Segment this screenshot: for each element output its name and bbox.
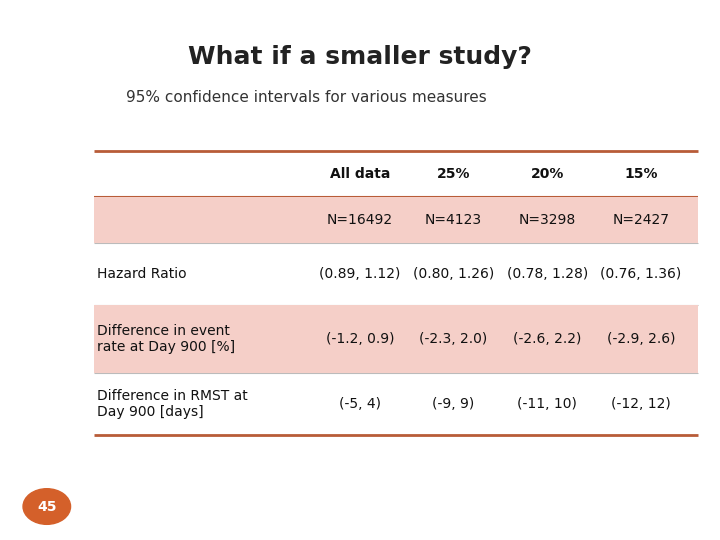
Text: (0.78, 1.28): (0.78, 1.28) bbox=[507, 267, 588, 281]
Text: What if a smaller study?: What if a smaller study? bbox=[188, 45, 532, 69]
Text: N=2427: N=2427 bbox=[612, 213, 670, 227]
Text: Hazard Ratio: Hazard Ratio bbox=[97, 267, 186, 281]
Text: (-11, 10): (-11, 10) bbox=[517, 397, 577, 410]
Text: (0.89, 1.12): (0.89, 1.12) bbox=[319, 267, 401, 281]
Text: (-9, 9): (-9, 9) bbox=[433, 397, 474, 410]
Text: N=3298: N=3298 bbox=[518, 213, 576, 227]
Text: (0.80, 1.26): (0.80, 1.26) bbox=[413, 267, 494, 281]
Text: (-2.9, 2.6): (-2.9, 2.6) bbox=[606, 332, 675, 346]
Text: Difference in event
rate at Day 900 [%]: Difference in event rate at Day 900 [%] bbox=[97, 324, 235, 354]
Text: N=16492: N=16492 bbox=[327, 213, 393, 227]
Text: (0.76, 1.36): (0.76, 1.36) bbox=[600, 267, 681, 281]
Text: 15%: 15% bbox=[624, 167, 657, 181]
Text: 20%: 20% bbox=[531, 167, 564, 181]
Text: Difference in RMST at
Day 900 [days]: Difference in RMST at Day 900 [days] bbox=[97, 389, 248, 419]
Text: 45: 45 bbox=[37, 500, 57, 514]
Text: 25%: 25% bbox=[437, 167, 470, 181]
Text: (-5, 4): (-5, 4) bbox=[339, 397, 381, 410]
Text: (-2.3, 2.0): (-2.3, 2.0) bbox=[420, 332, 487, 346]
Text: All data: All data bbox=[330, 167, 390, 181]
Text: N=4123: N=4123 bbox=[425, 213, 482, 227]
Text: (-1.2, 0.9): (-1.2, 0.9) bbox=[325, 332, 395, 346]
Text: (-12, 12): (-12, 12) bbox=[611, 397, 670, 410]
Text: 95% confidence intervals for various measures: 95% confidence intervals for various mea… bbox=[126, 90, 487, 105]
Text: (-2.6, 2.2): (-2.6, 2.2) bbox=[513, 332, 581, 346]
